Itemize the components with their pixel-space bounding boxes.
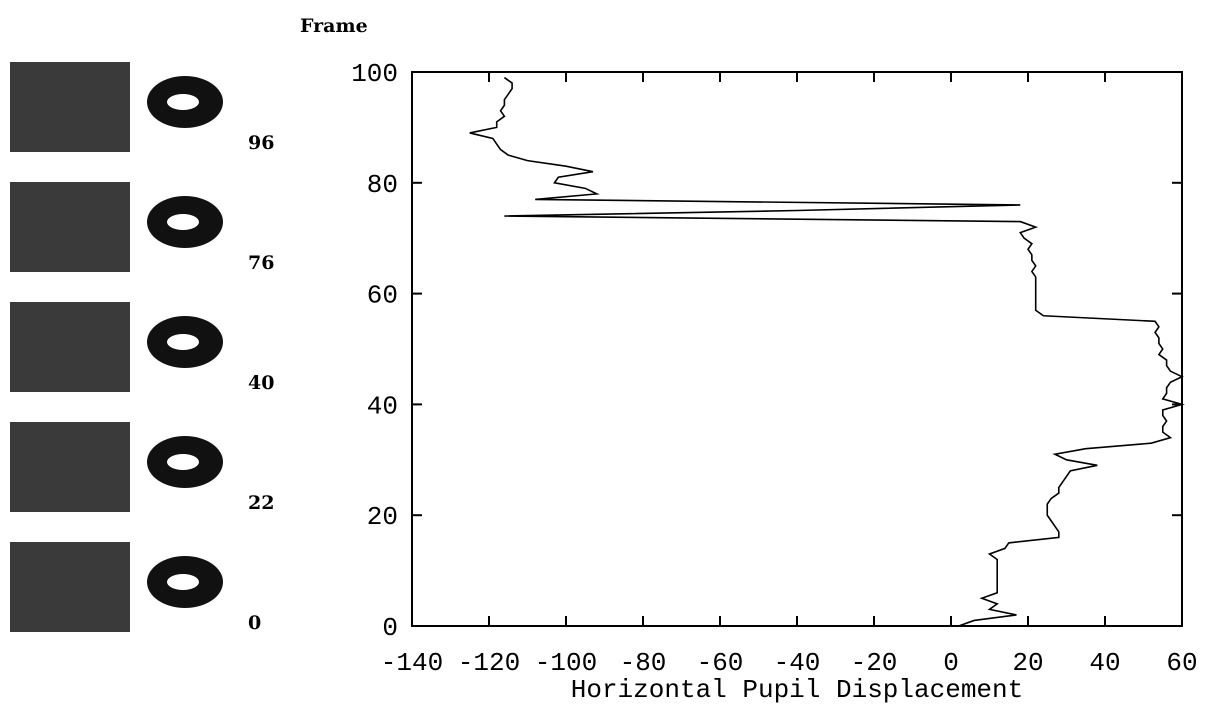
thumbnail-label: 0: [248, 612, 261, 634]
x-tick-label: -40: [774, 648, 821, 678]
x-axis-title: Horizontal Pupil Displacement: [571, 675, 1023, 705]
y-tick-label: 100: [351, 59, 398, 89]
x-tick-label: 40: [1089, 648, 1120, 678]
thumbnail-image: [10, 422, 130, 512]
x-tick-label: 20: [1012, 648, 1043, 678]
x-tick-label: -100: [535, 648, 597, 678]
pupil-shape: [167, 214, 199, 230]
y-tick-label: 0: [382, 613, 398, 643]
thumbnail-label: 96: [248, 132, 274, 154]
x-tick-label: -20: [851, 648, 898, 678]
x-tick-label: 0: [943, 648, 959, 678]
x-tick-label: 60: [1166, 648, 1197, 678]
plot-frame: [411, 71, 1183, 627]
y-axis-title: Frame: [300, 15, 368, 37]
thumbnail-image: [10, 182, 130, 272]
pupil-shape: [167, 574, 199, 590]
x-tick-label: -120: [458, 648, 520, 678]
data-line: [469, 76, 1185, 627]
x-tick-label: -140: [381, 648, 443, 678]
y-tick-label: 80: [367, 170, 398, 200]
thumbnail-image: [10, 542, 130, 632]
thumbnail-label: 76: [248, 252, 274, 274]
thumbnail-label: 22: [248, 492, 274, 514]
x-tick-label: -80: [620, 648, 667, 678]
pupil-shape: [167, 94, 199, 110]
y-tick-label: 60: [367, 281, 398, 311]
thumbnail-image: [10, 302, 130, 392]
y-tick-label: 40: [367, 391, 398, 421]
pupil-shape: [167, 334, 199, 350]
x-tick-label: -60: [697, 648, 744, 678]
thumbnail-label: 40: [248, 372, 274, 394]
thumbnail-image: [10, 62, 130, 152]
pupil-shape: [167, 454, 199, 470]
y-tick-label: 20: [367, 502, 398, 532]
